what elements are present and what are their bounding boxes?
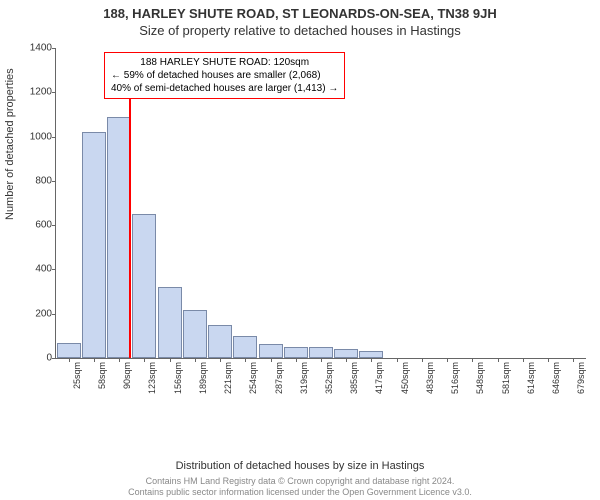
x-tick-label: 646sqm	[551, 362, 561, 394]
annotation-line: 188 HARLEY SHUTE ROAD: 120sqm	[111, 56, 338, 69]
histogram-bar	[183, 310, 207, 358]
histogram-bar	[107, 117, 131, 358]
footer: Contains HM Land Registry data © Crown c…	[0, 476, 600, 499]
histogram-bar	[158, 287, 182, 358]
x-tick-label: 352sqm	[324, 362, 334, 394]
x-tick-mark	[220, 358, 221, 362]
y-tick-label: 800	[12, 175, 52, 186]
y-tick-mark	[52, 225, 56, 226]
y-tick-label: 600	[12, 220, 52, 231]
x-tick-mark	[69, 358, 70, 362]
annotation-line: 40% of semi-detached houses are larger (…	[111, 82, 338, 95]
x-tick-label: 90sqm	[122, 362, 132, 389]
x-axis-label: Distribution of detached houses by size …	[0, 460, 600, 472]
chart-area: 020040060080010001200140025sqm58sqm90sqm…	[55, 48, 585, 398]
x-tick-label: 679sqm	[576, 362, 586, 394]
histogram-bar	[132, 214, 156, 358]
x-tick-label: 189sqm	[198, 362, 208, 394]
histogram-bar	[359, 351, 383, 358]
x-tick-mark	[94, 358, 95, 362]
x-tick-label: 287sqm	[274, 362, 284, 394]
y-tick-label: 1400	[12, 43, 52, 54]
y-tick-mark	[52, 92, 56, 93]
x-tick-mark	[195, 358, 196, 362]
histogram-bar	[284, 347, 308, 358]
annotation-box: 188 HARLEY SHUTE ROAD: 120sqm← 59% of de…	[104, 52, 345, 99]
x-tick-mark	[346, 358, 347, 362]
x-tick-mark	[498, 358, 499, 362]
y-tick-mark	[52, 48, 56, 49]
title-line-2: Size of property relative to detached ho…	[0, 21, 600, 38]
x-tick-mark	[296, 358, 297, 362]
x-tick-label: 58sqm	[97, 362, 107, 389]
x-tick-mark	[397, 358, 398, 362]
footer-line-2: Contains public sector information licen…	[0, 487, 600, 498]
x-tick-mark	[422, 358, 423, 362]
histogram-bar	[309, 347, 333, 358]
y-tick-mark	[52, 358, 56, 359]
y-tick-label: 400	[12, 264, 52, 275]
x-tick-label: 417sqm	[374, 362, 384, 394]
x-tick-mark	[472, 358, 473, 362]
property-marker-line	[129, 73, 131, 358]
y-tick-label: 0	[12, 353, 52, 364]
x-tick-label: 319sqm	[299, 362, 309, 394]
histogram-bar	[82, 132, 106, 358]
histogram-bar	[57, 343, 81, 359]
y-tick-mark	[52, 269, 56, 270]
y-tick-label: 200	[12, 308, 52, 319]
histogram-bar	[208, 325, 232, 358]
y-tick-mark	[52, 181, 56, 182]
x-tick-label: 483sqm	[425, 362, 435, 394]
x-tick-mark	[371, 358, 372, 362]
x-tick-label: 254sqm	[248, 362, 258, 394]
annotation-line: ← 59% of detached houses are smaller (2,…	[111, 69, 338, 82]
x-tick-mark	[523, 358, 524, 362]
x-tick-label: 156sqm	[173, 362, 183, 394]
x-tick-label: 25sqm	[72, 362, 82, 389]
x-tick-mark	[548, 358, 549, 362]
x-tick-mark	[245, 358, 246, 362]
footer-line-1: Contains HM Land Registry data © Crown c…	[0, 476, 600, 487]
y-tick-mark	[52, 314, 56, 315]
x-tick-mark	[573, 358, 574, 362]
histogram-bar	[233, 336, 257, 358]
histogram-bar	[334, 349, 358, 358]
x-tick-mark	[144, 358, 145, 362]
y-tick-label: 1200	[12, 87, 52, 98]
x-tick-label: 548sqm	[475, 362, 485, 394]
x-tick-mark	[170, 358, 171, 362]
chart-container: 188, HARLEY SHUTE ROAD, ST LEONARDS-ON-S…	[0, 0, 600, 500]
x-tick-label: 123sqm	[147, 362, 157, 394]
title-line-1: 188, HARLEY SHUTE ROAD, ST LEONARDS-ON-S…	[0, 0, 600, 21]
x-tick-label: 450sqm	[400, 362, 410, 394]
x-tick-label: 614sqm	[526, 362, 536, 394]
plot-region: 020040060080010001200140025sqm58sqm90sqm…	[55, 48, 586, 359]
y-tick-label: 1000	[12, 131, 52, 142]
y-tick-mark	[52, 137, 56, 138]
x-tick-mark	[271, 358, 272, 362]
x-tick-mark	[447, 358, 448, 362]
x-tick-label: 385sqm	[349, 362, 359, 394]
x-tick-label: 221sqm	[223, 362, 233, 394]
x-tick-mark	[119, 358, 120, 362]
histogram-bar	[259, 344, 283, 358]
x-tick-label: 581sqm	[501, 362, 511, 394]
x-tick-label: 516sqm	[450, 362, 460, 394]
x-tick-mark	[321, 358, 322, 362]
